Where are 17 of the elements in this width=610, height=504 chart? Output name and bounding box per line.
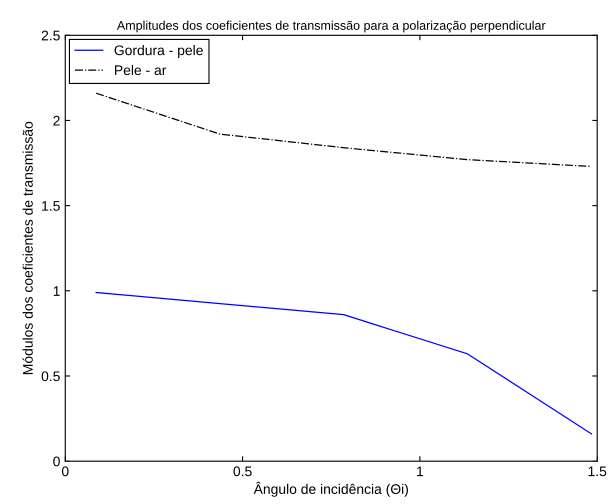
y-tick-label: 2.5: [42, 30, 60, 40]
y-tick-label: 1: [54, 286, 60, 296]
y-tick-label: 0.5: [42, 371, 60, 382]
legend-label: Pele - ar: [115, 64, 166, 76]
x-tick-label: 0.5: [233, 466, 252, 476]
chart-title: Amplitudes dos coeficientes de transmissão para a polarização perpendicular: [116, 20, 546, 32]
line-series: [95, 92, 592, 168]
legend-label: Gordura - pele: [114, 45, 203, 58]
y-tick-label: 0: [53, 456, 60, 466]
x-axis-title: Ângulo de incidência (Θi): [254, 482, 408, 497]
line-series: [95, 292, 592, 435]
y-axis-title: Módulos dos coeficientes de transmissão: [22, 122, 33, 374]
y-tick-label: 2: [53, 116, 60, 126]
y-tick-label: 1.5: [42, 201, 60, 211]
x-tick-label: 0: [62, 466, 69, 476]
x-tick-label: 1.5: [588, 466, 606, 476]
x-tick-label: 1: [417, 466, 424, 476]
